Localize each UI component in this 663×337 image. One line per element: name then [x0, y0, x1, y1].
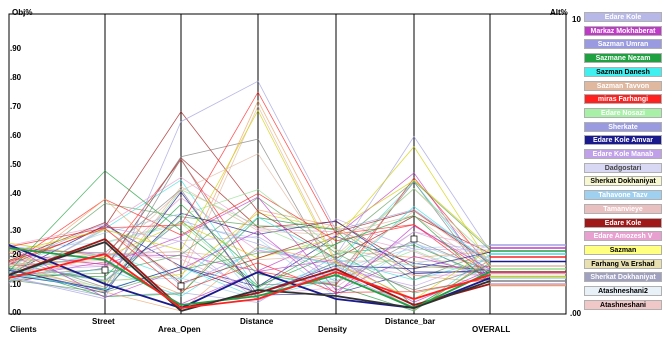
alternative-profile-line — [8, 111, 491, 266]
axis-label-clients[interactable]: Clients — [10, 325, 37, 334]
legend-item[interactable]: Tahavone Tazv — [584, 190, 662, 201]
alternative-profile-line — [8, 209, 491, 295]
y-tick-00: .00 — [10, 308, 22, 317]
legend-item[interactable]: Edare Kole — [584, 217, 662, 228]
alternative-profile-line — [8, 80, 491, 300]
legend-item[interactable]: Sazman — [584, 244, 662, 255]
legend-item[interactable]: Sherkat Dokhaniyat — [584, 272, 662, 283]
legend-item[interactable]: Edare Amozesh V — [584, 231, 662, 242]
axis-handle — [410, 235, 418, 243]
alternative-profile-line — [8, 227, 491, 293]
right-axis-header: Alt% — [550, 8, 568, 17]
y-tick-90: .90 — [10, 44, 22, 53]
alternative-profile-line — [8, 170, 491, 289]
legend-item[interactable]: Sherkate — [584, 121, 662, 132]
highlighted-profile-line — [8, 240, 491, 312]
alternative-profile-line — [8, 203, 491, 312]
alternative-profile-line — [8, 179, 491, 282]
legend-item[interactable]: Sherkat Dokhaniyat — [584, 176, 662, 187]
y-tick-20: .20 — [10, 250, 22, 259]
right-tick-top: 10 — [572, 15, 581, 24]
axis-handle — [101, 266, 109, 274]
legend-item[interactable]: Sazman Tavvon — [584, 80, 662, 91]
axis-label-distance-bar[interactable]: Distance_bar — [385, 317, 436, 326]
right-tick-bottom: .00 — [570, 309, 582, 318]
legend-item[interactable]: Edare Kole — [584, 12, 662, 22]
alternative-profile-line — [8, 226, 491, 302]
axis-label-area-open[interactable]: Area_Open — [158, 325, 201, 334]
alternative-profile-line — [8, 176, 491, 282]
left-axis-header: Obj% — [12, 8, 33, 17]
axis-label-distance[interactable]: Distance — [240, 317, 274, 326]
y-tick-50: .50 — [10, 160, 22, 169]
axis-label-street[interactable]: Street — [92, 317, 115, 326]
legend-item[interactable]: Tamanvieye — [584, 203, 662, 214]
legend-item[interactable]: miras Farhangi — [584, 94, 662, 105]
legend-item[interactable]: Sazman Umran — [584, 39, 662, 50]
legend-item[interactable]: Edare Nosazi — [584, 107, 662, 118]
legend-item[interactable]: Edare Kole Amvar — [584, 135, 662, 146]
y-tick-10: .10 — [10, 280, 22, 289]
alternative-profile-line — [8, 180, 491, 293]
legend-item[interactable]: Atashneshani — [584, 299, 662, 310]
alternative-profile-line — [8, 189, 491, 290]
axis-label-density[interactable]: Density — [318, 325, 347, 334]
legend-item[interactable]: Markaz Mokhaberat — [584, 25, 662, 36]
y-tick-70: .70 — [10, 102, 22, 111]
y-tick-30: .30 — [10, 226, 22, 235]
y-tick-80: .80 — [10, 73, 22, 82]
alternative-profile-line — [8, 231, 491, 283]
legend-item[interactable]: Edare Kole Manab — [584, 149, 662, 159]
axis-handle — [177, 282, 185, 290]
legend-item[interactable]: Farhang Va Ershad — [584, 258, 662, 269]
highlighted-profile-line — [8, 253, 491, 309]
highlighted-profile-line — [8, 237, 491, 309]
y-tick-60: .60 — [10, 131, 22, 140]
legend-item[interactable]: Sazmane Nezam — [584, 53, 662, 64]
legend-item[interactable]: Dadgostari — [584, 162, 662, 173]
legend-item[interactable]: Atashneshani2 — [584, 286, 662, 296]
alternative-profile-line — [8, 225, 491, 299]
alternative-profile-line — [8, 99, 491, 275]
axis-label-overall[interactable]: OVERALL — [472, 325, 511, 334]
legend-item[interactable]: Sazman Danesh — [584, 66, 662, 77]
alternative-profile-line — [8, 196, 491, 291]
y-tick-40: .40 — [10, 189, 22, 198]
